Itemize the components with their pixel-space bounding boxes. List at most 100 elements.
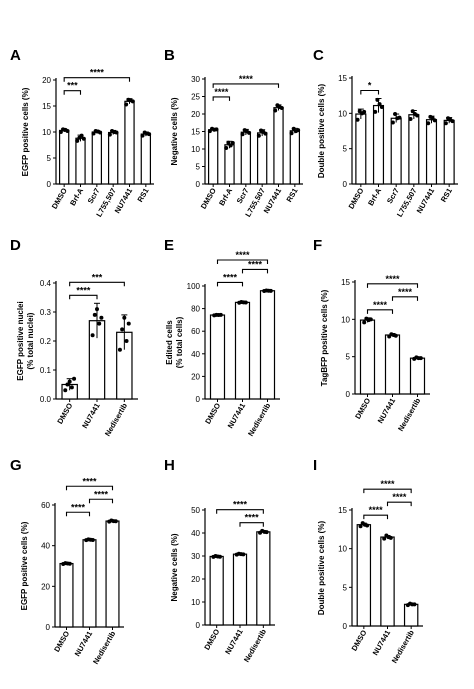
category-label: NU7441 xyxy=(376,397,398,425)
bar xyxy=(256,132,268,185)
data-point xyxy=(226,140,231,145)
category-label: Scr7 xyxy=(385,187,401,206)
significance-label: **** xyxy=(245,513,260,523)
y-tick-label: 20 xyxy=(191,110,200,119)
bar xyxy=(240,131,252,185)
data-point xyxy=(65,382,70,387)
y-tick-label: 30 xyxy=(191,552,200,561)
y-axis-label: Double positive cells (%) xyxy=(317,521,326,616)
data-point xyxy=(114,130,119,135)
panel-label: E xyxy=(164,237,174,254)
y-tick-label: 5 xyxy=(343,583,348,592)
data-point xyxy=(67,379,72,384)
significance-bracket xyxy=(69,281,125,287)
data-point xyxy=(365,523,370,528)
bar xyxy=(384,334,401,395)
significance-label: **** xyxy=(380,479,395,489)
y-tick-label: 0 xyxy=(346,390,351,399)
significance-label: **** xyxy=(233,500,248,510)
bar xyxy=(390,117,402,185)
data-point xyxy=(224,145,229,150)
category-label: RS1 xyxy=(439,187,454,204)
y-tick-label: 15 xyxy=(338,506,347,515)
significance-bracket xyxy=(63,90,82,95)
panel-i: I 0 5 10 15 Double positive cells (%) DMSO NU74… xyxy=(313,457,423,665)
significance-bracket xyxy=(386,501,412,507)
panel-c: C 0 5 10 15 Double positive cells (%) DMSO Brf-… xyxy=(313,47,458,218)
data-point xyxy=(243,300,248,305)
y-tick-label: 0 xyxy=(343,622,348,631)
category-label: NU7441 xyxy=(80,402,102,430)
y-axis-label: EGFP positive cells (%) xyxy=(21,87,30,176)
category-label: RS1 xyxy=(284,187,299,204)
bar xyxy=(140,133,152,185)
y-axis-label: Negative cells (%) xyxy=(170,533,179,601)
data-point xyxy=(107,132,112,137)
data-point xyxy=(368,317,373,322)
panel-label: C xyxy=(313,47,324,64)
data-point xyxy=(241,552,246,557)
y-tick-label: 0 xyxy=(196,621,201,630)
category-label: DMSO xyxy=(350,628,369,652)
data-point xyxy=(264,530,269,535)
y-tick-label: 40 xyxy=(191,350,200,359)
panel-label: B xyxy=(164,47,175,64)
data-point xyxy=(120,327,125,332)
data-point xyxy=(377,102,382,107)
data-point xyxy=(79,133,84,138)
data-point xyxy=(218,312,223,317)
data-point xyxy=(58,130,63,134)
significance-label: **** xyxy=(369,505,384,515)
data-point xyxy=(390,120,395,125)
significance-label: * xyxy=(368,80,372,90)
significance-label: **** xyxy=(71,502,86,512)
bar xyxy=(82,539,97,628)
panel-label: F xyxy=(313,237,322,254)
category-label: NU7441 xyxy=(73,630,95,658)
data-point xyxy=(65,128,70,133)
category-label: DMSO xyxy=(202,627,221,651)
data-point xyxy=(67,561,72,566)
bar xyxy=(207,129,219,185)
bar xyxy=(403,603,419,627)
data-point xyxy=(379,104,384,109)
significance-label: *** xyxy=(92,272,103,282)
y-tick-label: 10 xyxy=(338,109,347,118)
y-tick-label: 0 xyxy=(343,180,348,189)
data-point xyxy=(432,118,437,123)
significance-label: **** xyxy=(248,259,263,269)
y-tick-label: 5 xyxy=(196,163,201,172)
data-point xyxy=(397,115,402,120)
y-axis-label-line2: (% total cells) xyxy=(175,316,184,368)
panel-label: D xyxy=(10,237,21,254)
significance-bracket xyxy=(360,89,380,95)
y-tick-label: 20 xyxy=(191,575,200,584)
data-point xyxy=(393,333,398,338)
category-label: DMSO xyxy=(50,186,69,210)
y-axis-label: Negative cells (%) xyxy=(170,97,179,165)
y-tick-label: 15 xyxy=(341,278,350,287)
y-tick-label: 80 xyxy=(191,305,200,314)
y-tick-label: 5 xyxy=(47,154,52,163)
y-tick-label: 0.1 xyxy=(40,366,52,375)
data-point xyxy=(393,112,398,117)
y-axis-label: Double positive cells (%) xyxy=(317,84,326,179)
significance-label: **** xyxy=(398,287,413,297)
y-tick-label: 0 xyxy=(196,395,201,404)
data-point xyxy=(90,333,95,338)
category-label: DMSO xyxy=(353,396,372,420)
data-point xyxy=(113,519,118,524)
y-tick-label: 0 xyxy=(46,623,51,632)
significance-bracket xyxy=(366,283,419,288)
bar xyxy=(124,100,135,185)
category-label: Brf-A xyxy=(68,186,85,207)
data-point xyxy=(415,113,420,118)
data-point xyxy=(410,109,415,114)
data-point xyxy=(124,339,129,343)
data-point xyxy=(117,347,122,352)
category-label: Scr7 xyxy=(86,187,102,206)
data-point xyxy=(408,116,413,121)
data-point xyxy=(126,321,131,326)
bar xyxy=(224,144,235,185)
data-point xyxy=(214,127,219,132)
